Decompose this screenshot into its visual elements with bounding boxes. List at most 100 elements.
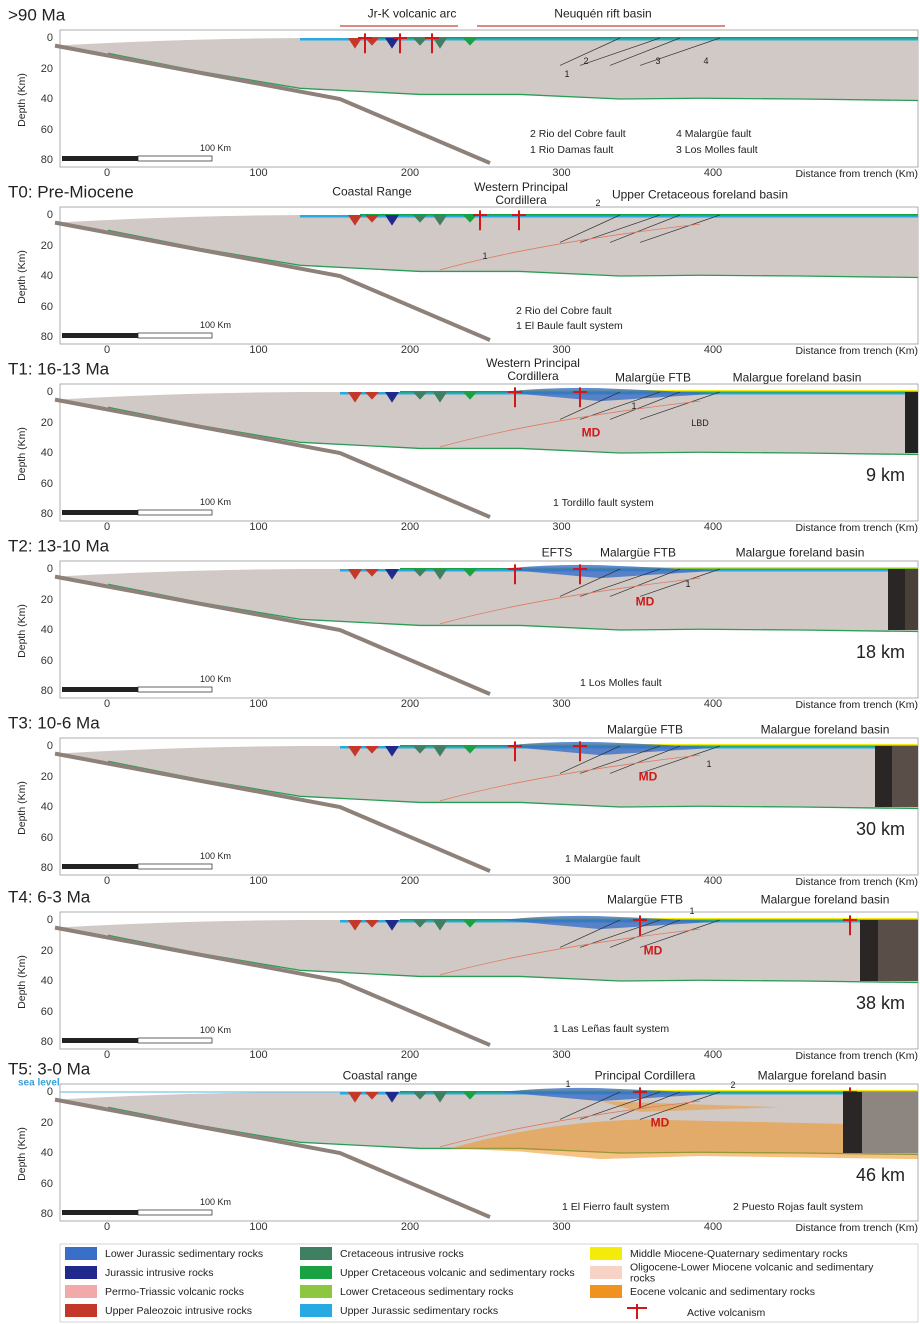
basin-block — [878, 920, 918, 981]
scale-bar-white — [138, 156, 212, 161]
annotation: Malargue foreland basin — [736, 546, 865, 559]
x-tick-label: 300 — [552, 521, 570, 533]
y-axis-label: Depth (Km) — [17, 955, 29, 1009]
annotation: MD — [651, 1116, 670, 1129]
x-tick-label: 0 — [104, 167, 110, 179]
x-tick-label: 400 — [704, 1221, 722, 1233]
y-tick-label: 40 — [41, 447, 53, 459]
fault-note: 2 Rio del Cobre fault — [516, 306, 612, 318]
x-tick-label: 300 — [552, 167, 570, 179]
x-tick-label: 300 — [552, 344, 570, 356]
y-tick-label: 0 — [47, 386, 53, 398]
scale-bar-white — [138, 333, 212, 338]
fault-note: 1 Las Leñas fault system — [553, 1024, 669, 1036]
x-tick-label: 0 — [104, 1221, 110, 1233]
legend-swatch — [65, 1266, 97, 1279]
x-tick-label: 0 — [104, 1049, 110, 1061]
x-tick-label: 200 — [401, 875, 419, 887]
y-axis-label: Depth (Km) — [17, 604, 29, 658]
annotation: EFTS — [542, 546, 573, 559]
x-axis-label: Distance from trench (Km) — [795, 1223, 918, 1235]
x-tick-label: 200 — [401, 167, 419, 179]
y-tick-label: 20 — [41, 944, 53, 956]
annotation: Malargue foreland basin — [761, 893, 890, 906]
x-tick-label: 400 — [704, 875, 722, 887]
fault-note: 2 Puesto Rojas fault system — [733, 1202, 863, 1214]
x-tick-label: 0 — [104, 344, 110, 356]
y-axis-label: Depth (Km) — [17, 73, 29, 127]
fault-note: 1 Malargüe fault — [565, 854, 640, 866]
scale-bar-label: 100 Km — [200, 144, 231, 154]
figure: 100 Km0204060800100200300400Distance fro… — [0, 0, 920, 1324]
legend-swatch — [65, 1304, 97, 1317]
legend-swatch — [590, 1247, 622, 1260]
legend-label: Lower Jurassic sedimentary rocks — [105, 1249, 355, 1260]
x-tick-label: 200 — [401, 1049, 419, 1061]
shortening: 18 km — [856, 643, 905, 663]
annotation: MD — [639, 770, 658, 783]
shortening: 38 km — [856, 994, 905, 1014]
x-axis-label: Distance from trench (Km) — [795, 700, 918, 712]
x-tick-label: 400 — [704, 344, 722, 356]
x-axis-label: Distance from trench (Km) — [795, 346, 918, 358]
annotation: 1 — [631, 402, 636, 412]
x-axis-label: Distance from trench (Km) — [795, 1051, 918, 1063]
x-tick-label: 100 — [249, 1049, 267, 1061]
annotation: Malargue foreland basin — [758, 1069, 887, 1082]
basin-block — [905, 392, 918, 453]
y-tick-label: 0 — [47, 209, 53, 221]
basin-block — [892, 746, 918, 807]
y-tick-label: 20 — [41, 770, 53, 782]
annotation: sea level — [18, 1078, 60, 1089]
y-tick-label: 60 — [41, 1005, 53, 1017]
shortening: 9 km — [866, 466, 905, 486]
annotation: Upper Cretaceous foreland basin — [612, 188, 788, 201]
x-tick-label: 300 — [552, 1221, 570, 1233]
annotation: 1 — [482, 252, 487, 262]
y-tick-label: 40 — [41, 1147, 53, 1159]
annotation: Coastal range — [343, 1069, 418, 1082]
basin-block — [862, 1092, 918, 1153]
shortening: 30 km — [856, 820, 905, 840]
y-tick-label: 20 — [41, 62, 53, 74]
annotation: 1 — [565, 1080, 570, 1090]
y-tick-label: 40 — [41, 270, 53, 282]
y-tick-label: 20 — [41, 1116, 53, 1128]
y-tick-label: 20 — [41, 416, 53, 428]
y-tick-label: 0 — [47, 563, 53, 575]
x-tick-label: 100 — [249, 344, 267, 356]
scale-bar-label: 100 Km — [200, 321, 231, 331]
basin-block — [875, 746, 892, 807]
annotation: 1 — [685, 580, 690, 590]
x-tick-label: 100 — [249, 875, 267, 887]
annotation: MD — [582, 426, 601, 439]
fault-note: 4 Malargüe fault — [676, 129, 751, 141]
legend-swatch — [65, 1247, 97, 1260]
annotation: Malargüe FTB — [600, 546, 676, 559]
y-tick-label: 60 — [41, 477, 53, 489]
scale-bar-black — [62, 687, 138, 692]
basin-block — [905, 569, 918, 630]
y-tick-label: 80 — [41, 1036, 53, 1048]
panel-title: >90 Ma — [8, 7, 65, 26]
scale-bar-white — [138, 687, 212, 692]
y-tick-label: 40 — [41, 975, 53, 987]
x-tick-label: 400 — [704, 521, 722, 533]
x-tick-label: 300 — [552, 1049, 570, 1061]
scale-bar-black — [62, 1038, 138, 1043]
x-tick-label: 100 — [249, 698, 267, 710]
y-tick-label: 80 — [41, 331, 53, 343]
y-tick-label: 0 — [47, 740, 53, 752]
annotation: Malargüe FTB — [607, 893, 683, 906]
x-tick-label: 200 — [401, 521, 419, 533]
y-tick-label: 60 — [41, 123, 53, 135]
y-tick-label: 60 — [41, 654, 53, 666]
fault-note: 1 Los Molles fault — [580, 678, 662, 690]
panel-title: T4: 6-3 Ma — [8, 889, 90, 908]
legend-label: Cretaceous intrusive rocks — [340, 1249, 590, 1260]
y-axis-label: Depth (Km) — [17, 250, 29, 304]
scale-bar-label: 100 Km — [200, 1026, 231, 1036]
legend-label: Upper Jurassic sedimentary rocks — [340, 1306, 590, 1317]
annotation: MD — [636, 595, 655, 608]
legend-label: Upper Paleozoic intrusive rocks — [105, 1306, 355, 1317]
